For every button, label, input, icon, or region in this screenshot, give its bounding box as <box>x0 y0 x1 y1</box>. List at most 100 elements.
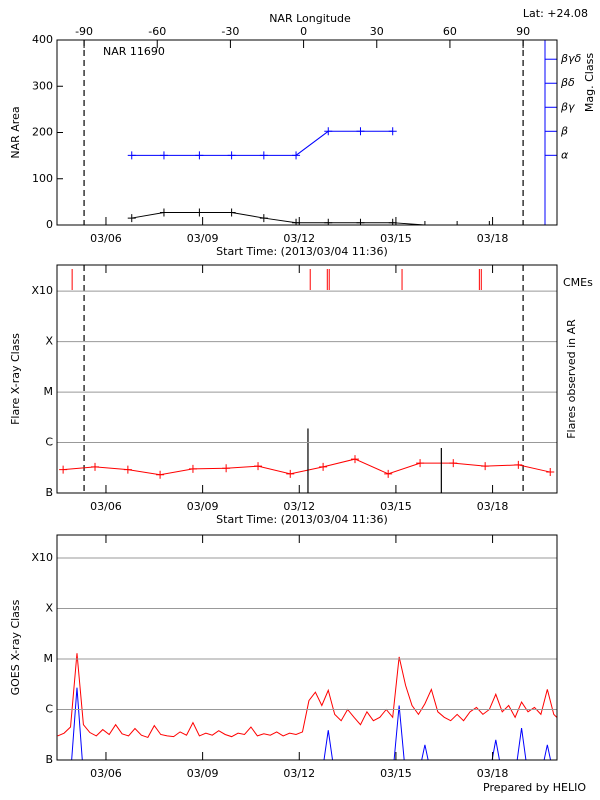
point-marker <box>324 218 333 225</box>
point-marker <box>188 464 197 473</box>
x-axis-title: Start Time: (2013/03/04 11:36) <box>216 513 388 526</box>
y-tick-label: B <box>45 753 53 766</box>
point-marker <box>388 127 397 136</box>
point-marker <box>222 464 231 473</box>
y-tick-label: C <box>45 702 53 715</box>
x-tick-label: 03/15 <box>380 767 412 780</box>
y-tick-label: M <box>44 652 54 665</box>
x-tick-label: 03/12 <box>283 232 315 245</box>
point-marker <box>159 151 168 160</box>
x2-tick-label: 0 <box>300 25 307 38</box>
y-tick-label: M <box>44 385 54 398</box>
x-tick-label: 03/18 <box>477 232 509 245</box>
point-marker <box>91 462 100 471</box>
series-line <box>131 212 490 225</box>
plot-area <box>57 653 557 760</box>
footer: Prepared by HELIO <box>483 781 586 794</box>
plot-frame <box>56 39 558 226</box>
plot-frame <box>56 534 558 761</box>
point-marker <box>319 462 328 471</box>
y2-axis-title: Flares observed in AR <box>565 319 578 439</box>
series-line <box>63 458 551 476</box>
legend-label: CMEs <box>563 276 593 289</box>
y-tick-label: X10 <box>31 551 53 564</box>
point-marker <box>449 459 458 468</box>
x-tick-label: 03/06 <box>90 767 122 780</box>
y2-tick-label: βδ <box>560 76 575 89</box>
point-marker <box>259 214 268 223</box>
point-marker <box>292 151 301 160</box>
y-tick-label: 300 <box>32 79 53 92</box>
plot-frame <box>56 264 558 494</box>
point-marker <box>453 221 462 225</box>
point-marker <box>195 208 204 217</box>
x-tick-label: 03/12 <box>283 500 315 513</box>
x-tick-label: 03/18 <box>477 500 509 513</box>
point-marker <box>324 127 333 136</box>
y-tick-label: X <box>45 601 53 614</box>
y2-axis-title: Mag. Class <box>583 53 596 112</box>
y-tick-label: B <box>45 486 53 499</box>
latitude: Lat: +24.08 <box>523 7 588 20</box>
y-axis-title: NAR Area <box>9 106 22 158</box>
point-marker <box>156 470 165 479</box>
x2-tick-label: 90 <box>516 25 530 38</box>
y2-tick-label: βγ <box>560 100 575 113</box>
point-marker <box>127 214 136 223</box>
y2-tick-label: β <box>560 124 568 137</box>
point-marker <box>356 218 365 225</box>
point-marker <box>416 459 425 468</box>
point-marker <box>481 462 490 471</box>
point-marker <box>227 208 236 217</box>
point-marker <box>123 465 132 474</box>
point-marker <box>286 469 295 478</box>
y-tick-label: 0 <box>46 218 53 231</box>
point-marker <box>514 460 523 469</box>
y-tick-label: C <box>45 436 53 449</box>
x-tick-label: 03/12 <box>283 767 315 780</box>
point-marker <box>59 465 68 474</box>
y-tick-label: 200 <box>32 126 53 139</box>
point-marker <box>546 468 555 477</box>
series-line <box>131 130 393 156</box>
plot-area <box>59 269 555 493</box>
y-axis-title: Flare X-ray Class <box>9 333 22 425</box>
x-tick-label: 03/09 <box>187 232 219 245</box>
y-tick-label: X <box>45 335 53 348</box>
x-tick-label: 03/06 <box>90 500 122 513</box>
point-marker <box>292 218 301 225</box>
chart-title: NAR 11690 <box>103 45 165 58</box>
x-axis-title: Start Time: (2013/03/04 11:36) <box>216 245 388 258</box>
x2-tick-label: -60 <box>148 25 166 38</box>
y-tick-label: X10 <box>31 284 53 297</box>
point-marker <box>485 221 494 225</box>
x2-tick-label: -30 <box>221 25 239 38</box>
x-tick-label: 03/09 <box>187 500 219 513</box>
point-marker <box>259 151 268 160</box>
point-marker <box>356 127 365 136</box>
x-tick-label: 03/06 <box>90 232 122 245</box>
y-tick-label: 100 <box>32 172 53 185</box>
x-tick-label: 03/18 <box>477 767 509 780</box>
point-marker <box>195 151 204 160</box>
x-tick-label: 03/09 <box>187 767 219 780</box>
y2-tick-label: α <box>561 148 569 161</box>
point-marker <box>159 208 168 217</box>
point-marker <box>227 151 236 160</box>
plot-area <box>127 127 494 225</box>
point-marker <box>384 469 393 478</box>
point-marker <box>351 455 360 464</box>
x-tick-label: 03/15 <box>380 500 412 513</box>
x2-tick-label: -90 <box>75 25 93 38</box>
y-axis-title: GOES X-ray Class <box>9 599 22 695</box>
x2-tick-label: 60 <box>443 25 457 38</box>
point-marker <box>420 221 429 225</box>
point-marker <box>254 462 263 471</box>
y2-tick-label: βγδ <box>560 52 582 65</box>
y-tick-label: 400 <box>32 33 53 46</box>
series-line <box>57 653 557 739</box>
x2-tick-label: 30 <box>370 25 384 38</box>
point-marker <box>388 218 397 225</box>
